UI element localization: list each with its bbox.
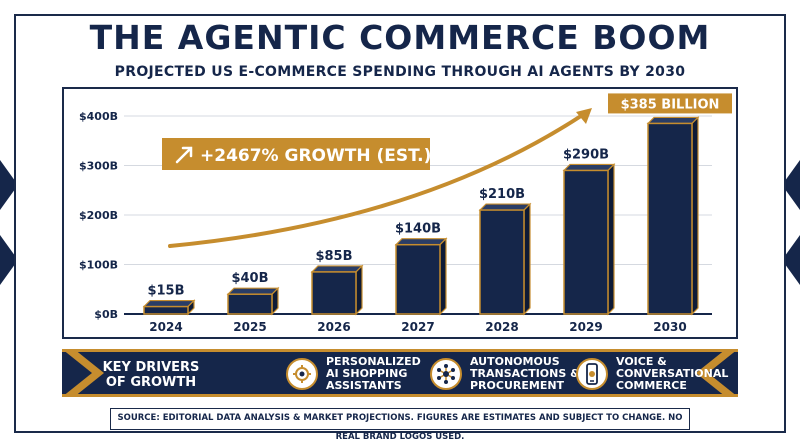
driver-label: PERSONALIZED AI SHOPPING ASSISTANTS: [326, 356, 438, 392]
data-label: $15B: [147, 284, 184, 299]
bar-side-face: [607, 163, 615, 316]
bar-top-face: [142, 299, 196, 308]
growth-arrow-curve: [168, 112, 586, 248]
y-tick-label: $100B: [79, 259, 118, 272]
data-label: $40B: [231, 271, 268, 286]
driver-label-line: COMMERCE: [616, 379, 687, 392]
x-tick-label: 2027: [401, 320, 434, 334]
x-tick-label: 2029: [569, 320, 602, 334]
bar-side-face: [691, 115, 699, 316]
driver-label: VOICE & CONVERSATIONAL COMMERCE: [616, 356, 728, 392]
trend-arrow-icon: [175, 146, 193, 164]
drivers-title-line1: KEY DRIVERS: [102, 360, 200, 375]
driver-label: AUTONOMOUS TRANSACTIONS & PROCUREMENT: [470, 356, 582, 392]
bar-top-face: [394, 238, 448, 246]
y-tick-label: $200B: [79, 209, 118, 222]
bar-top-face: [478, 203, 532, 211]
y-tick-label: $400B: [79, 110, 118, 123]
drivers-banner: [62, 349, 738, 397]
data-label: $290B: [563, 147, 609, 162]
bar: [227, 293, 273, 315]
y-tick-label: $300B: [79, 160, 118, 173]
bar: [395, 243, 441, 315]
driver-item-ai-assistants: PERSONALIZED AI SHOPPING ASSISTANTS: [286, 354, 438, 394]
driver-label-line: ASSISTANTS: [326, 379, 402, 392]
growth-annotation: +2467% GROWTH (EST.): [200, 146, 431, 166]
bar-top-face: [562, 163, 616, 172]
growth-arrow-head: [576, 108, 592, 124]
bar-top-face: [226, 287, 280, 295]
bar-top-face: [646, 116, 700, 125]
x-tick-label: 2026: [317, 320, 350, 334]
left-chevron-decoration: [0, 160, 18, 285]
x-tick-label: 2024: [149, 320, 182, 334]
x-tick-label: 2025: [233, 320, 266, 334]
bar-side-face: [523, 202, 531, 316]
data-label: $140B: [395, 222, 441, 237]
driver-label-line: AUTONOMOUS: [470, 355, 560, 368]
growth-annotation-box: [162, 138, 430, 170]
driver-label-line: CONVERSATIONAL: [616, 367, 729, 380]
page-subtitle: PROJECTED US E-COMMERCE SPENDING THROUGH…: [114, 64, 686, 80]
data-label: $385 BILLION: [621, 97, 720, 112]
chart-container: [62, 87, 738, 339]
driver-label-line: VOICE &: [616, 355, 667, 368]
data-label: $85B: [315, 249, 352, 264]
drivers-title-line2: OF GROWTH: [105, 375, 197, 390]
x-tick-label: 2028: [485, 320, 518, 334]
bar-side-face: [439, 237, 447, 316]
drivers-title: KEY DRIVERS OF GROWTH: [76, 360, 226, 390]
data-label: $210B: [479, 187, 525, 202]
bar: [479, 209, 525, 315]
phone-voice-icon: [576, 358, 608, 390]
highlight-label-box: [608, 93, 732, 114]
bar: [647, 122, 693, 315]
gear-cart-icon: [286, 358, 318, 390]
source-note: SOURCE: EDITORIAL DATA ANALYSIS & MARKET…: [110, 408, 690, 442]
bar: [563, 169, 609, 315]
driver-item-voice: VOICE & CONVERSATIONAL COMMERCE: [576, 354, 728, 394]
bar: [143, 305, 189, 315]
y-tick-label: $0B: [94, 308, 118, 321]
x-tick-label: 2030: [653, 320, 686, 334]
driver-label-line: TRANSACTIONS &: [470, 367, 580, 380]
driver-label-line: PROCUREMENT: [470, 379, 565, 392]
bar-top-face: [310, 265, 364, 273]
driver-label-line: AI SHOPPING: [326, 367, 408, 380]
driver-label-line: PERSONALIZED: [326, 355, 421, 368]
network-icon: [430, 358, 462, 390]
right-chevron-decoration: [782, 160, 800, 285]
page-title: THE AGENTIC COMMERCE BOOM: [89, 18, 711, 57]
driver-item-autonomous: AUTONOMOUS TRANSACTIONS & PROCUREMENT: [430, 354, 582, 394]
bar: [311, 271, 357, 315]
bar-side-face: [355, 264, 363, 316]
